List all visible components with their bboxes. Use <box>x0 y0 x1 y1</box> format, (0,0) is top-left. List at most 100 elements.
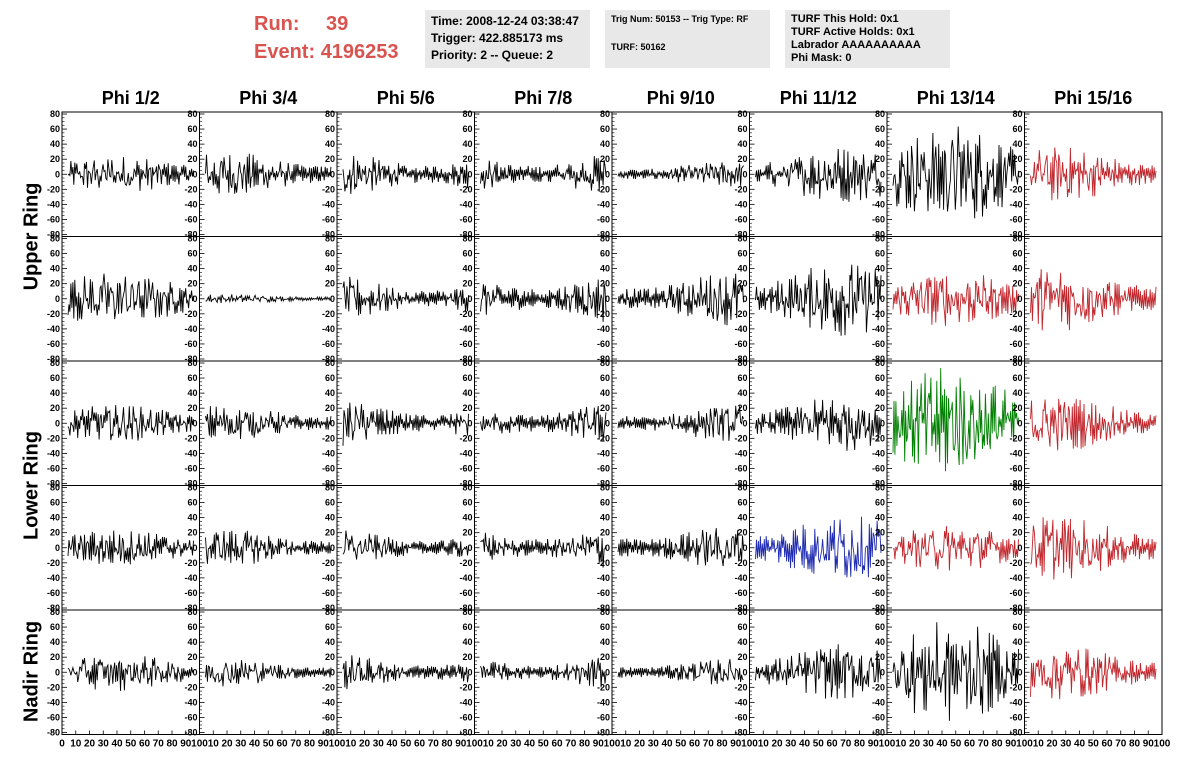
waveform-trace <box>205 294 332 304</box>
y-tick-label: -60 <box>872 588 885 598</box>
trigger-text: Trigger: 422.885173 ms <box>431 31 564 45</box>
y-tick-label: 40 <box>187 513 197 523</box>
y-tick-label: -60 <box>322 712 335 722</box>
waveform-panel: 80 60 40 20 0 -20 -40 -60 -80 <box>1009 109 1163 240</box>
x-tick-label: 90 <box>1143 739 1155 750</box>
y-tick-label: -80 <box>872 230 885 240</box>
y-tick-label: 80 <box>50 607 60 617</box>
y-tick-label: -20 <box>47 184 60 194</box>
y-tick-label: 20 <box>462 403 472 413</box>
y-tick-label: -40 <box>1009 573 1022 583</box>
y-tick-label: 60 <box>325 622 335 632</box>
y-tick-label: 80 <box>1012 358 1022 368</box>
y-tick-label: -40 <box>459 199 472 209</box>
x-tick-label: 80 <box>166 739 178 750</box>
y-tick-label: -20 <box>734 184 747 194</box>
y-tick-label: -60 <box>322 463 335 473</box>
x-tick-label: 100 <box>329 739 346 750</box>
y-tick-label: -80 <box>872 479 885 489</box>
waveform-trace <box>892 126 1019 219</box>
y-tick-label: 60 <box>875 249 885 259</box>
y-tick-label: 40 <box>325 637 335 647</box>
x-tick-label: 40 <box>111 739 123 750</box>
y-tick-label: 0 <box>605 294 610 304</box>
y-tick-label: 40 <box>875 513 885 523</box>
waveform-trace <box>342 276 469 316</box>
y-tick-label: -60 <box>184 339 197 349</box>
x-tick-label: 30 <box>235 739 247 750</box>
waveform-trace <box>342 530 469 560</box>
y-tick-label: 60 <box>875 124 885 134</box>
y-tick-label: 0 <box>330 418 335 428</box>
waveform-trace <box>1030 648 1157 700</box>
labrador-text: Labrador AAAAAAAAAA <box>791 39 921 51</box>
y-tick-label: -60 <box>322 588 335 598</box>
x-tick-label: 70 <box>840 739 852 750</box>
x-tick-label: 70 <box>978 739 990 750</box>
x-tick-label: 100 <box>604 739 621 750</box>
y-tick-label: 60 <box>187 249 197 259</box>
y-tick-label: 20 <box>462 528 472 538</box>
waveform-panel: 80 60 40 20 0 -20 -40 -60 -80 <box>322 109 475 240</box>
y-tick-label: -20 <box>322 682 335 692</box>
y-tick-label: 0 <box>55 294 60 304</box>
y-tick-label: -40 <box>47 448 60 458</box>
x-tick-label: 100 <box>1154 739 1171 750</box>
x-tick-label: 90 <box>868 739 880 750</box>
y-tick-label: -80 <box>47 230 60 240</box>
x-tick-label: 20 <box>771 739 783 750</box>
y-tick-label: -40 <box>47 697 60 707</box>
x-tick-label: 40 <box>1074 739 1086 750</box>
y-tick-label: 80 <box>325 234 335 244</box>
y-tick-label: 0 <box>330 543 335 553</box>
waveform-panel: 80 60 40 20 0 -20 -40 -60 -80 <box>459 234 613 364</box>
y-tick-label: 0 <box>742 667 747 677</box>
waveform-trace <box>480 532 607 568</box>
x-tick-label: 10 <box>70 739 82 750</box>
y-tick-label: 0 <box>742 169 747 179</box>
y-tick-label: 0 <box>1017 543 1022 553</box>
y-tick-label: -40 <box>597 697 610 707</box>
y-tick-label: -60 <box>597 339 610 349</box>
y-tick-label: -80 <box>597 354 610 364</box>
x-tick-label: 70 <box>428 739 440 750</box>
waveform-trace <box>755 644 882 699</box>
y-tick-label: 0 <box>1017 169 1022 179</box>
y-tick-label: -60 <box>597 712 610 722</box>
x-tick-label: 60 <box>414 739 426 750</box>
x-tick-label: 90 <box>1005 739 1017 750</box>
y-tick-label: 0 <box>742 294 747 304</box>
y-tick-label: 20 <box>875 652 885 662</box>
waveform-trace <box>67 157 194 191</box>
y-tick-label: -80 <box>184 354 197 364</box>
waveform-panel: 80 60 40 20 0 -20 -40 -60 -80 <box>1009 607 1163 738</box>
y-tick-label: 0 <box>467 418 472 428</box>
y-tick-label: 80 <box>50 483 60 493</box>
y-tick-label: 80 <box>462 483 472 493</box>
y-tick-label: -20 <box>597 433 610 443</box>
y-tick-label: -20 <box>459 682 472 692</box>
waveform-panel: 80 60 40 20 0 -20 -40 -60 -80 <box>734 234 888 364</box>
y-tick-label: -40 <box>322 199 335 209</box>
y-tick-label: 0 <box>192 418 197 428</box>
y-tick-label: 20 <box>875 528 885 538</box>
y-tick-label: 0 <box>880 667 885 677</box>
y-tick-label: -20 <box>1009 184 1022 194</box>
y-tick-label: -60 <box>1009 712 1022 722</box>
y-tick-label: 20 <box>325 279 335 289</box>
y-tick-label: -20 <box>872 184 885 194</box>
y-tick-label: -20 <box>872 433 885 443</box>
y-tick-label: -80 <box>47 603 60 613</box>
y-tick-label: 60 <box>600 498 610 508</box>
y-tick-label: -80 <box>734 603 747 613</box>
y-tick-label: -60 <box>47 214 60 224</box>
y-tick-label: -80 <box>872 354 885 364</box>
y-tick-label: 40 <box>1012 264 1022 274</box>
waveform-panel: 80 60 40 20 0 -20 -40 -60 -80 <box>184 109 338 240</box>
waveform-trace <box>1030 398 1157 451</box>
y-tick-label: -60 <box>47 463 60 473</box>
y-tick-label: 0 <box>330 169 335 179</box>
y-tick-label: 60 <box>737 249 747 259</box>
y-tick-label: 20 <box>325 652 335 662</box>
y-tick-label: 40 <box>325 388 335 398</box>
